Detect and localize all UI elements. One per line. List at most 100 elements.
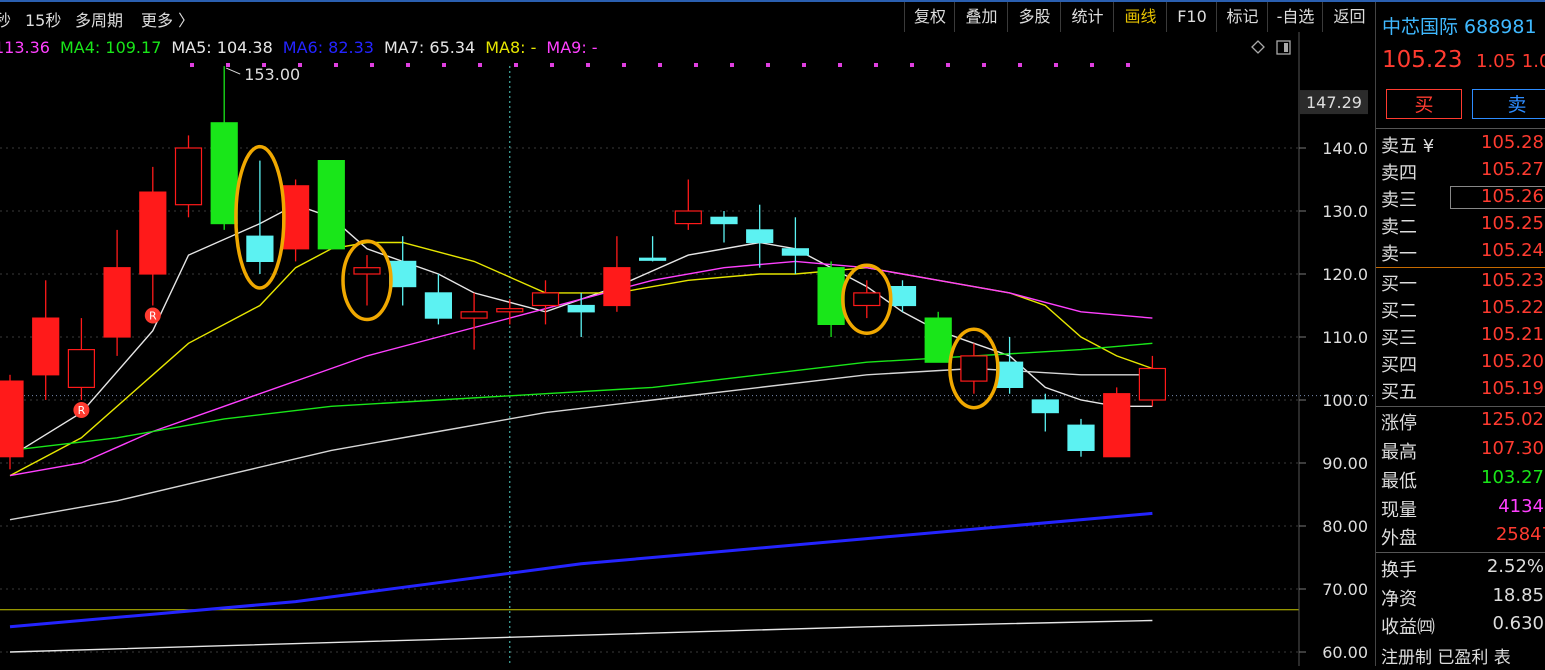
candle-body (246, 235, 274, 262)
bid-row-3[interactable]: 买三 105.21 (1376, 323, 1545, 350)
bid-label: 买四 (1381, 355, 1417, 376)
candle-body (995, 361, 1024, 389)
period-15s[interactable]: 15秒 (25, 11, 62, 30)
highlight-circle (234, 144, 286, 290)
toolbar-f10-button[interactable]: F10 (1166, 2, 1217, 32)
signal-dot (622, 63, 626, 67)
legend-controls (1251, 40, 1291, 55)
toolbar-back-button[interactable]: 返回 (1322, 2, 1376, 32)
candle-body (67, 349, 96, 389)
signal-dot (730, 63, 734, 67)
candle (567, 292, 595, 337)
fund-row-eps: 收益㈣ 0.630 (1376, 612, 1545, 639)
ask-row-1[interactable]: 卖一 105.24 (1376, 239, 1545, 266)
kline-svg: 153.00 R R 140.0 130.0 120.0 110.0 100.0 90.00 8… (0, 32, 1375, 666)
ma-line (9, 342, 1153, 452)
candle (317, 160, 345, 250)
stat-label: 最高 (1381, 442, 1417, 463)
period-multi[interactable]: 多周期 (75, 11, 124, 30)
ask-row-3[interactable]: 卖三 105.26 (1376, 185, 1545, 212)
candle-body (103, 267, 131, 338)
fund-value: 18.85 (1492, 585, 1544, 606)
candle (674, 179, 702, 230)
bid-price: 105.21 (1481, 324, 1544, 345)
footer-tags-text: 注册制 已盈利 表 (1381, 648, 1511, 666)
ask-bid-divider (1376, 267, 1545, 268)
candle (603, 236, 631, 312)
ask-row-5[interactable]: 卖五 ¥ 105.28 (1376, 131, 1545, 158)
ma-legend-item: MA4: 109.17 (60, 38, 161, 57)
fund-row-turnover: 换手 2.52% (1376, 555, 1545, 582)
signal-dot (334, 63, 338, 67)
candle (638, 236, 667, 262)
toolbar-fuquan-button[interactable]: 复权 (904, 2, 955, 32)
stat-label: 现量 (1381, 500, 1417, 521)
y-tick-label: 60.00 (1322, 643, 1368, 662)
kline-chart[interactable]: 153.00 R R 140.0 130.0 120.0 110.0 100.0 90.00 8… (0, 32, 1375, 666)
buy-button[interactable]: 买 (1386, 89, 1462, 119)
candle-body (710, 216, 738, 225)
bid-row-5[interactable]: 买五 105.19 (1376, 377, 1545, 404)
stat-row-outer: 外盘 2584784 (1376, 523, 1545, 550)
bid-row-1[interactable]: 买一 105.23 (1376, 269, 1545, 296)
candle (32, 280, 60, 400)
candle-body (781, 248, 810, 256)
signal-dot (514, 63, 518, 67)
stat-value: 125.02 (1481, 409, 1544, 430)
signal-dot (298, 63, 302, 67)
candle-body (531, 292, 560, 307)
r-marker-label: R (78, 404, 86, 417)
period-more[interactable]: 更多 〉 (141, 11, 195, 30)
ask-price: 105.24 (1481, 240, 1544, 261)
candle-body (1103, 393, 1131, 458)
ask-label: 卖三 (1381, 190, 1417, 211)
candle-body (32, 317, 60, 376)
ma-legend-item: 113.36 (0, 38, 50, 57)
fund-row-netassets: 净资 18.85 (1376, 584, 1545, 611)
diamond-icon[interactable] (1251, 40, 1265, 54)
stat-row-low: 最低 103.27 (1376, 466, 1545, 493)
candle-body (746, 229, 774, 244)
sell-button[interactable]: 卖 (1472, 89, 1545, 119)
ask-price: 105.27 (1481, 159, 1544, 180)
candle (924, 311, 952, 363)
toolbar-watchlist-button[interactable]: -自选 (1267, 2, 1323, 32)
candle (853, 280, 881, 319)
stock-title[interactable]: 中芯国际 688981 (1382, 16, 1537, 38)
bid-price: 105.20 (1481, 351, 1544, 372)
candle-body (924, 317, 952, 363)
fund-label: 换手 (1381, 560, 1417, 581)
y-tick-label: 90.00 (1322, 454, 1368, 473)
grid-layer (0, 63, 1375, 666)
candle (888, 280, 917, 312)
toolbar-stats-button[interactable]: 统计 (1060, 2, 1114, 32)
candle (995, 337, 1024, 394)
bid-row-4[interactable]: 买四 105.20 (1376, 350, 1545, 377)
y-tick-label: 110.0 (1322, 328, 1368, 347)
window-toggle-icon[interactable] (1276, 40, 1291, 55)
ask-row-2[interactable]: 卖二 105.25 (1376, 212, 1545, 239)
toolbar-draw-button[interactable]: 画线 (1113, 2, 1167, 32)
candle-body (888, 286, 917, 307)
toolbar-overlay-button[interactable]: 叠加 (954, 2, 1008, 32)
r-marker-dot (144, 307, 161, 324)
ma-line (9, 619, 1153, 653)
signal-dot (838, 63, 842, 67)
toolbar-mark-button[interactable]: 标记 (1216, 2, 1268, 32)
bid-row-2[interactable]: 买二 105.22 (1376, 296, 1545, 323)
annotation-layer: 153.00 R R (73, 65, 1000, 418)
y-tick-label: 140.0 (1322, 139, 1368, 158)
signal-dot (658, 63, 662, 67)
bid-price: 105.22 (1481, 297, 1544, 318)
period-seconds[interactable]: 秒 (0, 11, 12, 30)
ma-line (9, 511, 1153, 629)
candle-body (139, 191, 167, 275)
toolbar-multistock-button[interactable]: 多股 (1007, 2, 1061, 32)
bid-price: 105.19 (1481, 378, 1544, 399)
stat-label: 涨停 (1381, 413, 1417, 434)
highlight-circle (341, 239, 393, 322)
ma-legend-item: MA5: 104.38 (171, 38, 272, 57)
ask-row-4[interactable]: 卖四 105.27 (1376, 158, 1545, 185)
ma-legend: 113.36 MA4: 109.17 MA5: 104.38 MA6: 82.33 MA… (0, 38, 598, 57)
stat-label: 外盘 (1381, 528, 1417, 549)
